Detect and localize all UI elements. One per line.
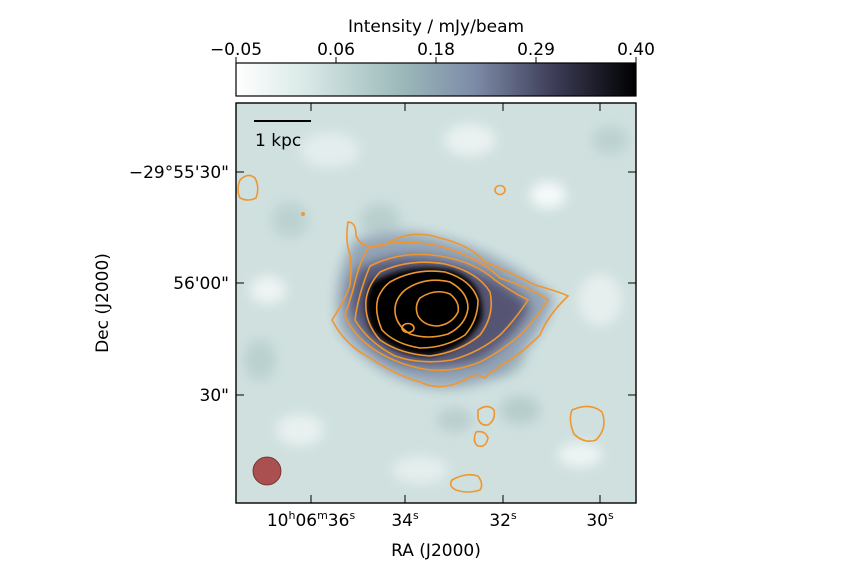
y-tick-label: −29°55'30" xyxy=(129,163,229,183)
x-axis-label: RA (J2000) xyxy=(391,541,481,561)
x-tick-label: 10h06m36s xyxy=(267,509,356,531)
scale-bar-label: 1 kpc xyxy=(255,131,301,151)
intensity-map xyxy=(236,103,636,503)
y-tick-label: 56'00" xyxy=(173,274,229,294)
colorbar-gradient xyxy=(235,62,637,97)
beam-marker xyxy=(252,456,282,486)
colorbar-tick-label: 0.06 xyxy=(317,40,355,60)
map-ticks xyxy=(236,103,636,503)
y-axis-label: Dec (J2000) xyxy=(93,253,113,353)
x-tick-label: 30s xyxy=(586,509,614,531)
colorbar-tick-label: 0.40 xyxy=(617,40,655,60)
colorbar-title: Intensity / mJy/beam xyxy=(348,17,524,37)
colorbar-tick-label: 0.29 xyxy=(517,40,555,60)
map-frame xyxy=(235,102,637,504)
colorbar-tick-label: 0.18 xyxy=(417,40,455,60)
x-tick-label: 32s xyxy=(489,509,517,531)
colorbar-ticks xyxy=(235,57,637,63)
colorbar-tick-label: −0.05 xyxy=(210,40,262,60)
contour-lines xyxy=(237,174,605,493)
x-tick-label: 34s xyxy=(391,509,419,531)
y-tick-label: 30" xyxy=(200,386,229,406)
colorbar: Intensity / mJy/beam −0.05 0.06 0.18 0.2… xyxy=(210,17,655,97)
